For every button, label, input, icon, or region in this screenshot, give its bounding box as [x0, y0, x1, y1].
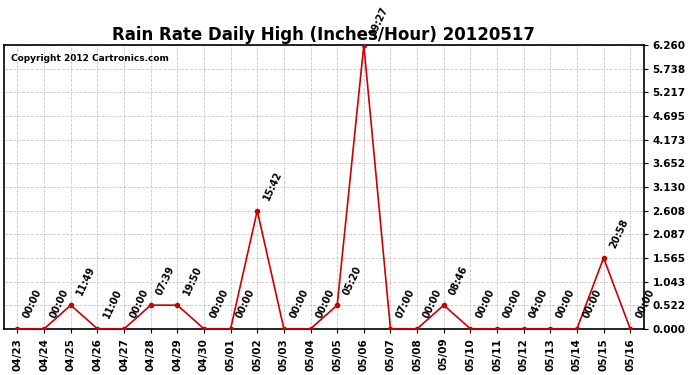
Text: 00:00: 00:00 [475, 288, 497, 320]
Text: 00:00: 00:00 [501, 288, 523, 320]
Text: 04:00: 04:00 [528, 288, 550, 320]
Text: Copyright 2012 Cartronics.com: Copyright 2012 Cartronics.com [10, 54, 168, 63]
Text: 00:00: 00:00 [581, 288, 603, 320]
Text: 07:39: 07:39 [155, 264, 177, 297]
Text: 00:00: 00:00 [554, 288, 576, 320]
Text: 00:00: 00:00 [48, 288, 70, 320]
Title: Rain Rate Daily High (Inches/Hour) 20120517: Rain Rate Daily High (Inches/Hour) 20120… [112, 26, 535, 44]
Text: 20:58: 20:58 [608, 217, 630, 249]
Text: 00:00: 00:00 [421, 288, 443, 320]
Text: 19:27: 19:27 [368, 4, 390, 37]
Text: 00:00: 00:00 [235, 288, 257, 320]
Text: 19:50: 19:50 [181, 264, 204, 297]
Text: 15:42: 15:42 [262, 170, 284, 202]
Text: 00:00: 00:00 [208, 288, 230, 320]
Text: 07:00: 07:00 [395, 288, 417, 320]
Text: 08:46: 08:46 [448, 264, 470, 297]
Text: 00:00: 00:00 [21, 288, 43, 320]
Text: 00:00: 00:00 [315, 288, 337, 320]
Text: 11:49: 11:49 [75, 264, 97, 297]
Text: 00:00: 00:00 [288, 288, 310, 320]
Text: 11:00: 11:00 [101, 288, 124, 320]
Text: 00:00: 00:00 [634, 288, 656, 320]
Text: 05:20: 05:20 [341, 264, 364, 297]
Text: 00:00: 00:00 [128, 288, 150, 320]
